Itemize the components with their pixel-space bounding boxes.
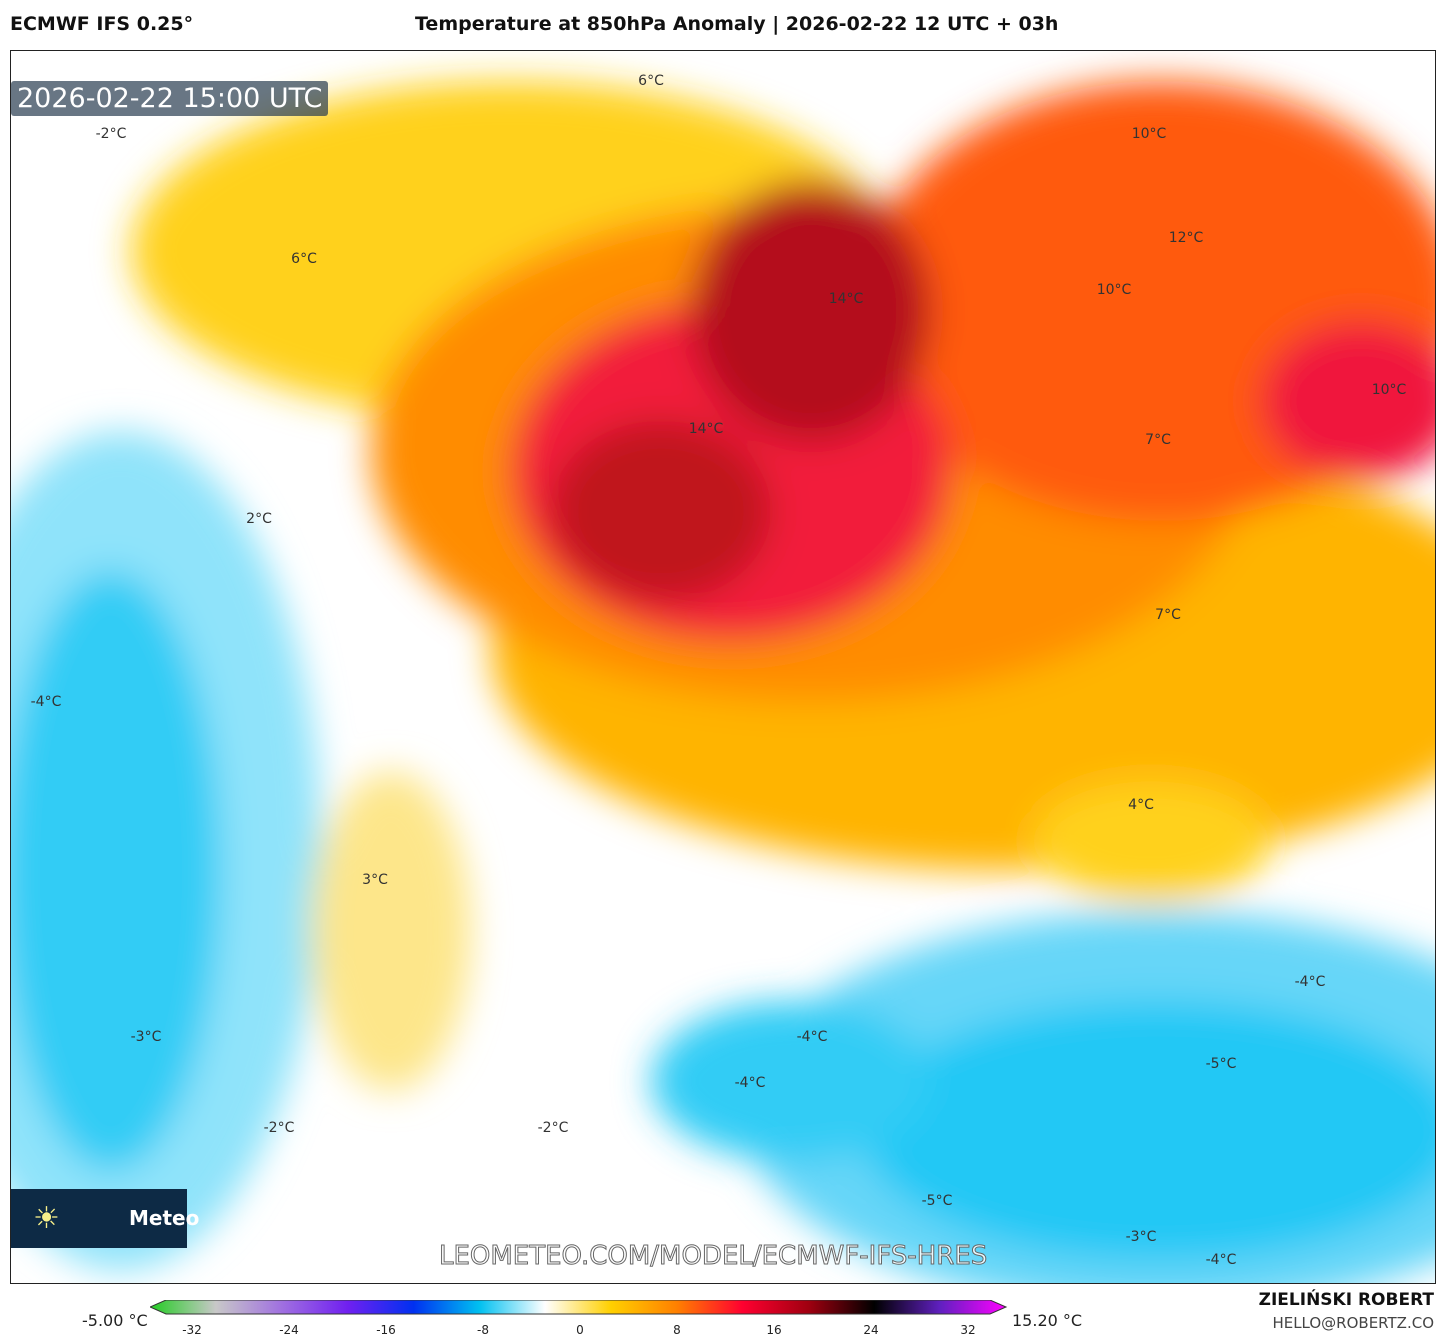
contour-label: 10°C <box>1131 126 1167 142</box>
contour-label: 4°C <box>1128 797 1154 813</box>
contour-label: -4°C <box>1294 974 1326 990</box>
colorbar-tick: -24 <box>279 1323 299 1337</box>
sun-icon: ☀ <box>33 1201 60 1236</box>
logo: ☀ Meteo <box>11 1189 199 1248</box>
contour-label: 7°C <box>1145 432 1171 448</box>
model-name: ECMWF IFS 0.25° <box>10 13 194 35</box>
watermark: LEOMETEO.COM/MODEL/ECMWF-IFS-HRES <box>438 1241 988 1272</box>
colorbar-min: -5.00 °C <box>82 1311 148 1330</box>
contour-label: -2°C <box>263 1120 295 1136</box>
colorbar-tick: 32 <box>960 1323 976 1337</box>
contour-label: -5°C <box>1205 1056 1237 1072</box>
email: HELLO@ROBERTZ.CO <box>1272 1314 1434 1332</box>
anomaly-map[interactable]: 2026-02-22 15:00 UTC -2°C 6°C 6°C 10°C 12°C 1… <box>10 50 1436 1284</box>
colorbar-tick: 8 <box>673 1323 681 1337</box>
contour-label: 2°C <box>246 511 272 527</box>
contour-label: -2°C <box>95 126 127 142</box>
map-title: Temperature at 850hPa Anomaly | 2026-02-… <box>415 13 1059 35</box>
colorbar <box>150 1300 1008 1315</box>
contour-label: 7°C <box>1155 607 1181 623</box>
colorbar-max: 15.20 °C <box>1012 1311 1083 1330</box>
contour-label: -4°C <box>30 694 62 710</box>
contour-label: 14°C <box>828 291 864 307</box>
contour-label: -2°C <box>537 1120 569 1136</box>
contour-label: -3°C <box>130 1029 162 1045</box>
contour-label: -4°C <box>734 1075 766 1091</box>
colorbar-tick: 0 <box>576 1323 584 1337</box>
contour-label: 14°C <box>688 421 724 437</box>
colorbar-tick: -32 <box>182 1323 202 1337</box>
colorbar-tick: 16 <box>766 1323 782 1337</box>
contour-label: 10°C <box>1096 282 1132 298</box>
colorbar-tick: -8 <box>477 1323 489 1337</box>
contour-label: -4°C <box>1205 1252 1237 1268</box>
valid-time-stamp: 2026-02-22 15:00 UTC <box>11 81 329 116</box>
logo-text: Meteo <box>129 1206 200 1230</box>
author: ZIELIŃSKI ROBERT <box>1258 1290 1434 1310</box>
colorbar-tick: -16 <box>376 1323 396 1337</box>
contour-label: 10°C <box>1371 382 1407 398</box>
temperature-field <box>11 81 1435 1283</box>
contour-label: -5°C <box>921 1193 953 1209</box>
contour-label: -3°C <box>1125 1229 1157 1245</box>
contour-label: 6°C <box>291 251 317 267</box>
contour-label: -4°C <box>796 1029 828 1045</box>
contour-label: 3°C <box>362 872 388 888</box>
contour-label: 6°C <box>638 73 664 89</box>
colorbar-tick: 24 <box>863 1323 879 1337</box>
contour-label: 12°C <box>1168 230 1204 246</box>
